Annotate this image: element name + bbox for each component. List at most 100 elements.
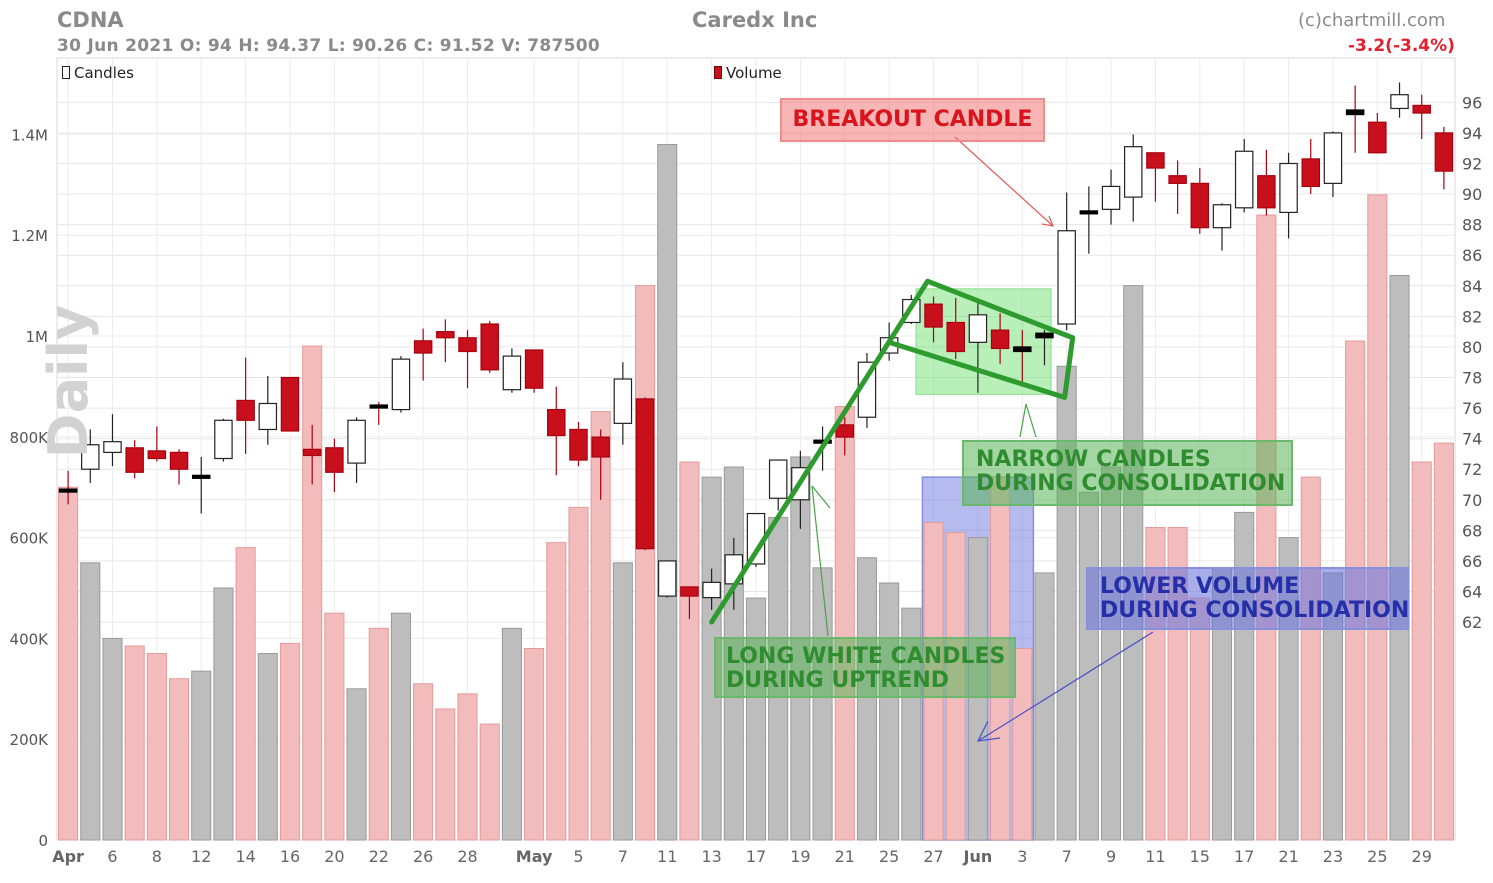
candle [946,298,965,360]
volume-bar [1034,572,1055,841]
candle-body [1057,230,1076,325]
volume-bar [635,285,656,841]
volume-legend-icon [714,66,722,79]
candle [347,417,366,483]
narrow-arrow [1019,403,1037,438]
time-tick-label: 7 [1062,847,1072,866]
volume-tick-label: 800K [10,429,50,447]
longwhite-arrow-2 [811,485,831,509]
candle-body [1368,121,1387,154]
candle [147,426,167,462]
flag-outline [888,278,1076,400]
breakout-arrow [954,136,1054,227]
candle [280,376,300,432]
time-tick-label: 19 [790,847,810,866]
candle-body [147,450,167,460]
candle-body [613,378,633,424]
price-tick-label: 80 [1462,338,1482,357]
candle-body [1035,332,1054,339]
annotation-longwhite-line2: DURING UPTREND [726,668,950,693]
lowvol-arrow-head [976,720,1001,742]
volume-bar [257,653,278,841]
volume-bar [679,461,700,841]
price-tick-label: 84 [1462,277,1482,296]
candle [1079,186,1099,254]
candle [1190,168,1210,234]
volume-bar [235,547,256,841]
candle [1301,139,1321,195]
time-tick-label: 15 [1190,847,1210,866]
volume-bar [1189,597,1210,841]
candle-body [1323,132,1343,184]
volume-bar [1256,214,1277,841]
candle [1279,152,1298,239]
candle-body [1301,158,1321,188]
candle-body [125,447,144,473]
candle-body [214,419,233,460]
candle-body [1390,94,1409,110]
time-tick-label: 5 [573,847,583,866]
time-tick-label: 16 [280,847,300,866]
candle-body [1279,162,1298,214]
source-credit: (c)chartmill.com [1298,10,1446,31]
candle-body [280,376,300,432]
volume-tick-label: 0 [38,832,48,850]
candle [325,438,344,493]
candle [1146,152,1165,202]
price-tick-label: 76 [1462,399,1482,418]
candle [835,417,855,456]
price-tick-label: 90 [1462,185,1482,204]
annotation-breakout-text: BREAKOUT CANDLE [792,107,1033,132]
volume-bar [413,683,434,841]
volume-bar [435,708,456,841]
time-tick-label: 6 [107,847,117,866]
price-tick-label: 82 [1462,307,1482,326]
volume-bar [346,688,367,841]
volume-bar [745,597,767,841]
volume-bar [58,486,79,841]
price-tick-label: 70 [1462,491,1482,510]
quote-summary: 30 Jun 2021 O: 94 H: 94.37 L: 90.26 C: 9… [57,36,601,56]
candle [81,429,100,483]
time-tick-label: 13 [701,847,721,866]
annotation-lower-volume: LOWER VOLUME DURING CONSOLIDATION [1086,567,1409,630]
candle-body [480,323,499,371]
breakout-arrow-head [1041,215,1054,227]
annotation-lines [709,136,1154,742]
candle [1013,330,1032,384]
annotation-narrow-line1: NARROW CANDLES [976,447,1211,472]
volume-tick-label: 400K [10,630,50,648]
volume-tick-label: 1.2M [11,227,48,245]
volume-bar [213,587,234,841]
time-tick-label: 26 [413,847,433,866]
price-tick-label: 78 [1462,368,1482,387]
volume-tick-label: 600K [10,530,50,548]
annotation-lowvol-line2: DURING CONSOLIDATION [1100,598,1410,623]
candle-body [657,560,677,597]
volume-bar [501,627,522,841]
candle-body [103,441,122,453]
lowvol-arrow [977,631,1154,742]
candle [1412,94,1431,140]
longwhite-arrow [811,485,829,637]
candle [990,313,1010,364]
time-tick-label: 29 [1412,847,1432,866]
candle [258,375,278,445]
candle [369,401,389,425]
candle [1257,149,1276,216]
candle [1057,192,1076,331]
volume-bar [1123,285,1144,841]
volume-bar [612,562,633,841]
candle [58,470,78,505]
price-tick-label: 68 [1462,521,1482,540]
time-tick-label: May [516,847,553,866]
volume-bar [546,542,567,841]
annotation-lowvol-line1: LOWER VOLUME [1100,574,1300,599]
candle [502,348,522,393]
candle [1101,169,1121,225]
time-tick-label: 17 [1234,847,1254,866]
candle-body [1434,132,1454,172]
time-tick-label: 11 [657,847,677,866]
candles-legend-icon [62,66,70,79]
time-tick-label: 27 [923,847,943,866]
